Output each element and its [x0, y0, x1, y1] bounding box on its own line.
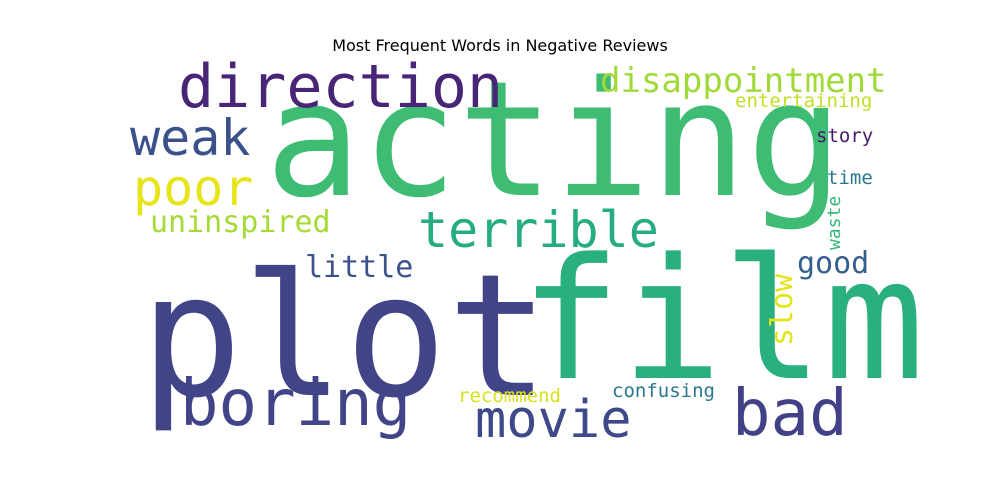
word-weak: weak	[130, 109, 250, 167]
word-terrible: terrible	[418, 201, 659, 259]
word-disappointment: disappointment	[600, 61, 887, 101]
word-direction: direction	[178, 52, 503, 122]
word-movie: movie	[475, 390, 632, 450]
word-acting: acting	[265, 46, 843, 233]
word-boring: boring	[180, 367, 411, 441]
word-slow: slow	[765, 273, 800, 346]
word-film: film	[520, 222, 925, 418]
word-poor: poor	[133, 159, 253, 217]
word-time: time	[827, 167, 873, 189]
chart-title: Most Frequent Words in Negative Reviews	[332, 36, 668, 55]
word-recommend: recommend	[458, 385, 561, 407]
word-story: story	[816, 125, 873, 147]
word-uninspired: uninspired	[150, 205, 331, 240]
word-bad: bad	[732, 377, 848, 451]
word-little: little	[305, 250, 413, 285]
word-plot: plot	[140, 238, 549, 436]
word-waste: waste	[824, 196, 845, 250]
word-entertaining: entertaining	[735, 90, 872, 112]
word-good: good	[797, 246, 869, 281]
word-confusing: confusing	[612, 380, 715, 402]
